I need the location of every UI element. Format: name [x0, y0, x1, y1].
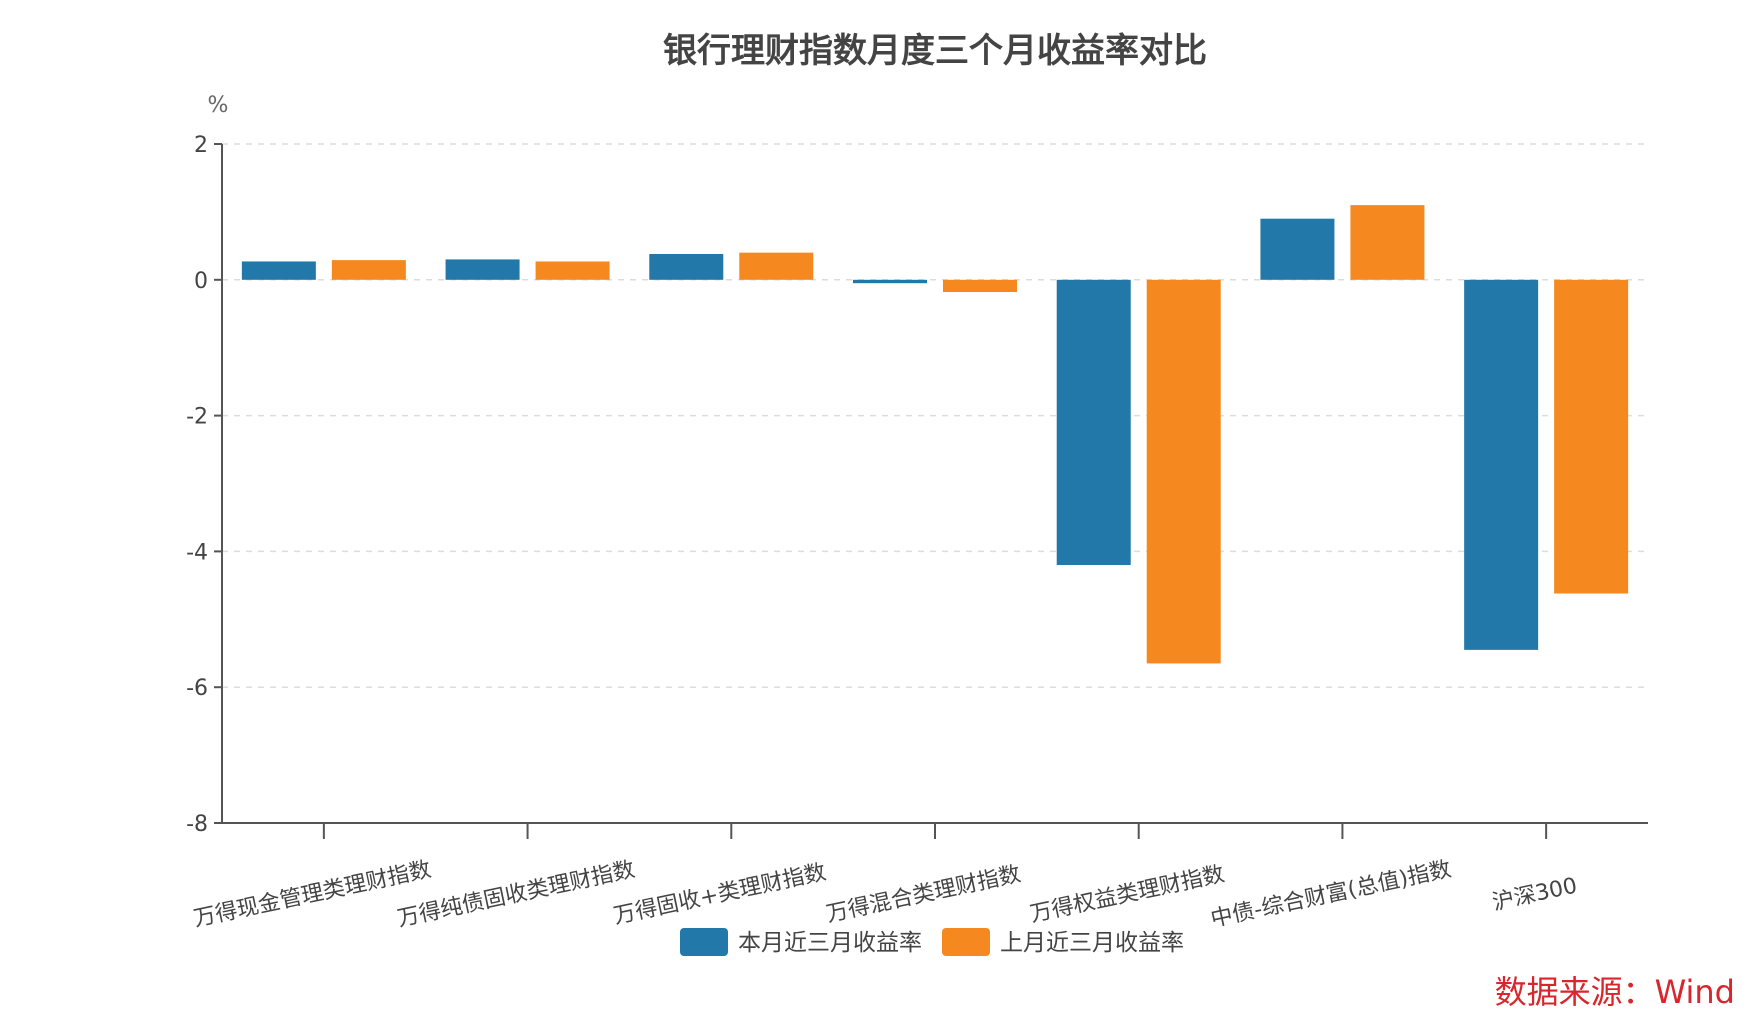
- bar: [1056, 279, 1131, 565]
- x-tick-label: 万得混合类理财指数: [824, 862, 1023, 928]
- bar: [1260, 218, 1335, 280]
- bar: [1554, 279, 1629, 594]
- bar: [445, 259, 520, 280]
- y-tick-label: -4: [186, 540, 208, 565]
- bar: [331, 260, 406, 280]
- x-tick-label: 万得固收+类理财指数: [611, 860, 828, 929]
- x-tick-label: 万得权益类理财指数: [1028, 862, 1227, 928]
- bar: [943, 279, 1017, 293]
- bar: [535, 261, 610, 280]
- legend-swatch: [680, 928, 728, 956]
- axes: 2 0 -2 -4 -6 -8: [186, 133, 1648, 839]
- bar: [1146, 279, 1221, 664]
- legend: 本月近三月收益率 上月近三月收益率: [680, 928, 1184, 956]
- bars: [241, 205, 1629, 664]
- bar: [1350, 205, 1425, 280]
- x-tick-labels: 万得现金管理类理财指数万得纯债固收类理财指数万得固收+类理财指数万得混合类理财指…: [192, 857, 1580, 932]
- y-axis-unit: %: [208, 93, 229, 118]
- grid-lines: [222, 143, 1648, 688]
- bar: [649, 253, 724, 280]
- y-tick-label: -8: [186, 812, 208, 837]
- y-tick-label: -6: [186, 676, 208, 701]
- legend-label: 本月近三月收益率: [738, 930, 922, 956]
- x-tick-label: 万得纯债固收类理财指数: [395, 857, 637, 932]
- bar: [853, 279, 927, 284]
- bar: [739, 252, 814, 280]
- chart-title: 银行理财指数月度三个月收益率对比: [663, 31, 1207, 71]
- y-tick-label: 0: [194, 269, 208, 294]
- y-tick-label: -2: [186, 405, 208, 430]
- bar: [1464, 279, 1539, 650]
- legend-label: 上月近三月收益率: [1000, 930, 1184, 956]
- x-tick-label: 中债-综合财富(总值)指数: [1209, 857, 1454, 932]
- bar: [241, 261, 316, 280]
- y-tick-label: 2: [194, 133, 208, 158]
- legend-swatch: [942, 928, 990, 956]
- x-tick-label: 沪深300: [1490, 873, 1579, 915]
- data-source: 数据来源：Wind: [1494, 973, 1735, 1011]
